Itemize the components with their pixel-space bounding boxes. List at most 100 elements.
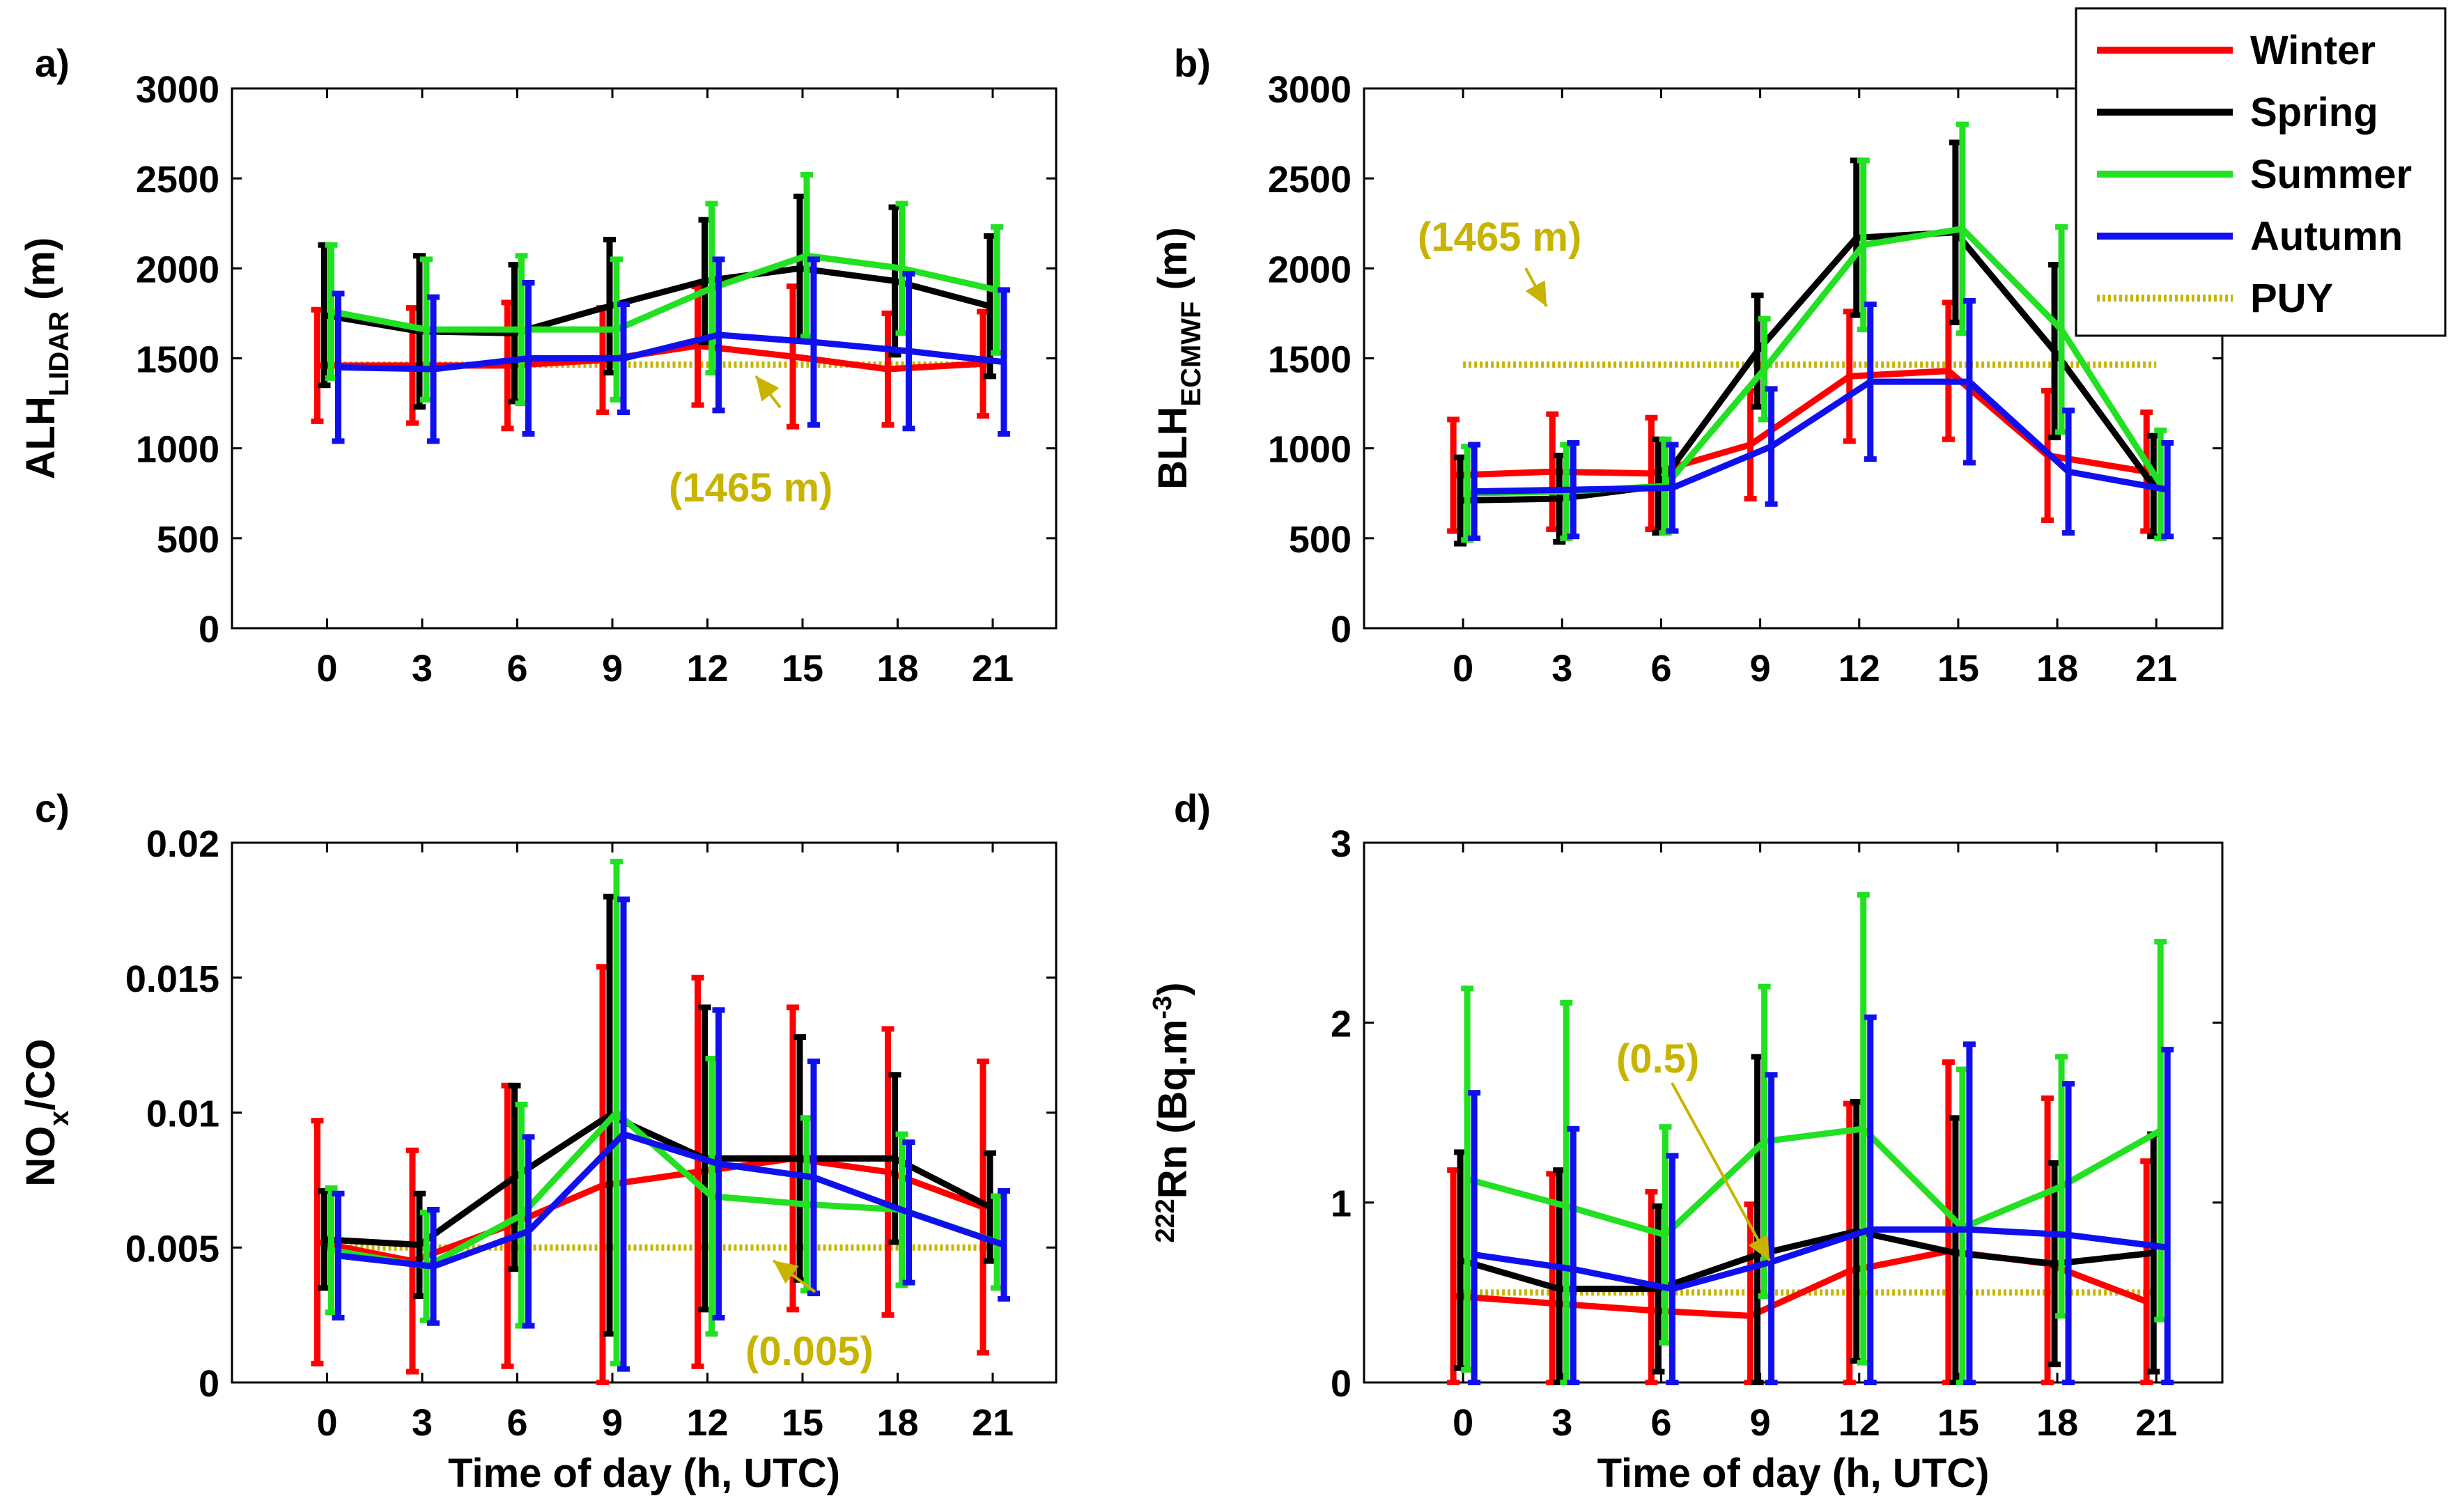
error-bar [2161,1047,2174,1385]
series-summer [325,859,1003,1366]
plot-frame [231,841,1058,1384]
error-bar [1666,442,1679,534]
panel-label: d) [1174,786,1211,830]
y-axis-label: 222Rn (Bq.m-3) [1148,982,1195,1242]
x-tick-label: 3 [412,648,433,689]
error-bar [902,271,915,432]
error-bar [522,1134,535,1329]
x-tick-label: 15 [1937,648,1979,689]
error-bar [807,256,820,428]
error-bar [1765,386,1778,507]
x-tick-label: 3 [1551,1402,1572,1444]
y-axis-label: NOx/CO [18,1038,75,1186]
series-summer [325,172,1003,407]
y-tick-label: 0 [199,1363,219,1405]
panel-label: a) [35,41,70,85]
x-tick-label: 9 [602,648,623,689]
x-tick-label: 9 [1750,1402,1771,1444]
x-tick-label: 0 [1453,1402,1473,1444]
x-tick-label: 0 [316,1402,337,1444]
y-tick-label: 2000 [1268,249,1352,290]
x-tick-label: 18 [876,1402,918,1444]
series-autumn [332,256,1010,444]
puy-annotation: (0.5) [1616,1036,1699,1082]
y-tick-label: 3 [1331,823,1352,865]
y-tick-label: 2 [1331,1003,1352,1045]
y-tick-label: 0 [1331,1363,1352,1405]
annotation-arrowhead [773,1261,799,1284]
x-tick-label: 6 [506,1402,527,1444]
y-tick-label: 3000 [1268,69,1352,111]
error-bar [1962,297,1976,466]
series-line-summer [330,252,998,333]
legend-label-winter: Winter [2250,28,2376,73]
legend-label-spring: Spring [2250,90,2378,135]
y-tick-label: 1000 [136,429,219,471]
x-tick-label: 21 [972,1402,1014,1444]
error-bar [427,1207,440,1326]
x-tick-label: 3 [412,1402,433,1444]
y-tick-label: 0.015 [125,958,219,1000]
x-tick-label: 12 [1838,1402,1880,1444]
series-line-summer [1466,1125,2162,1238]
plot-frame [1363,841,2224,1384]
series-spring [1454,139,2160,547]
series-summer [1461,891,2167,1385]
chart-panel-b: 0 500 1000 1500 2000 2500 3000 0 3 6 9 12 15 18 21 b) BL… [1150,41,2224,689]
y-tick-label: 0.01 [146,1093,219,1135]
y-axis-label: ALHLIDAR (m) [18,237,75,480]
y-tick-label: 0 [1331,609,1352,650]
x-axis-label: Time of day (h, UTC) [448,1451,840,1496]
y-tick-label: 2500 [136,159,219,201]
x-tick-label: 12 [686,1402,728,1444]
annotation-arrowhead [1525,280,1547,306]
y-tick-label: 2000 [136,249,219,290]
x-tick-label: 18 [2036,1402,2078,1444]
x-tick-label: 18 [2036,648,2078,689]
error-bar [1567,439,1580,540]
error-bar [617,896,630,1372]
y-tick-label: 0 [199,609,219,650]
x-tick-label: 6 [1650,1402,1671,1444]
error-bar [1765,1072,1778,1385]
series-line-autumn [338,332,1005,373]
series-spring [318,194,996,410]
error-bar [332,290,345,444]
error-bar [881,1026,895,1318]
annotation-arrowhead [1748,1234,1769,1261]
legend-label-autumn: Autumn [2250,214,2403,259]
series-summer [1461,121,2167,543]
panel-label: c) [35,786,70,830]
chart-panel-a: 0 500 1000 1500 2000 2500 3000 0 3 6 9 12 15 18 21 a) AL… [18,41,1058,689]
x-tick-label: 9 [1750,648,1771,689]
y-tick-label: 500 [1289,519,1352,561]
legend: Winter Spring Summer Autumn PUY [2075,7,2447,337]
x-tick-label: 0 [1453,648,1473,689]
x-axis-label: Time of day (h, UTC) [1597,1451,1990,1496]
x-tick-label: 18 [876,648,918,689]
error-bar [998,287,1010,437]
x-tick-label: 3 [1551,648,1572,689]
x-tick-label: 21 [2135,648,2177,689]
y-tick-label: 1000 [1268,429,1352,471]
y-tick-label: 1 [1331,1183,1352,1225]
x-tick-label: 0 [316,648,337,689]
series-spring [1454,1054,2160,1385]
error-bar [617,302,630,415]
error-bar [1567,1125,1580,1385]
y-tick-label: 1500 [1268,339,1352,381]
chart-panel-c: 0 0.005 0.01 0.015 0.02 0 3 6 9 12 15 18 21 c) NOx/CO T… [18,786,1058,1496]
puy-annotation: (1465 m) [669,465,832,511]
x-tick-label: 21 [2135,1402,2177,1444]
error-bar [2062,407,2075,536]
series-line-autumn [1473,1226,2168,1293]
series-winter [311,283,989,432]
x-tick-label: 6 [506,648,527,689]
puy-annotation: (0.005) [745,1329,874,1374]
y-tick-label: 0.02 [146,823,219,865]
error-bar [311,1118,324,1366]
x-tick-label: 12 [686,648,728,689]
x-tick-label: 12 [1838,648,1880,689]
